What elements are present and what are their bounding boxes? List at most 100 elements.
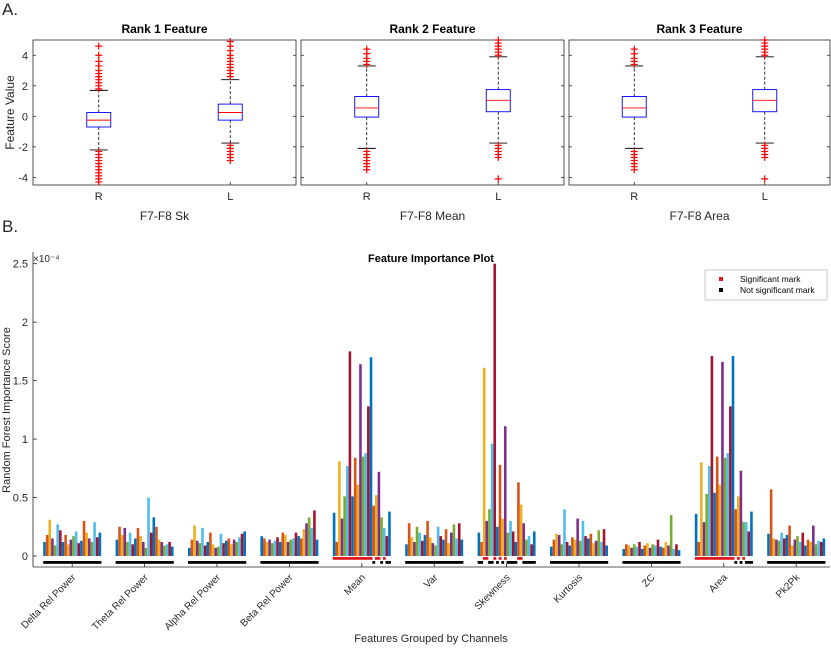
bar [123,527,127,556]
bar [452,524,456,556]
bar [203,545,207,556]
bar [413,541,416,556]
plot-frame [300,39,565,186]
bar [59,530,62,556]
bar [734,509,737,556]
significant-mark [702,557,706,560]
not-significant-mark [530,561,534,564]
not-significant-mark [801,561,805,564]
not-significant-mark [605,561,609,564]
bar [584,536,587,556]
bar [796,536,799,556]
bar [661,547,665,556]
not-significant-mark [796,561,800,564]
bar [198,543,202,556]
bar [560,544,564,556]
not-significant-mark [457,561,461,564]
x-tick-label: L [495,191,501,203]
not-significant-mark [434,561,438,564]
bar [723,457,727,556]
y-axis-label: Feature Value [3,75,17,150]
legend-label: Not significant mark [740,285,815,295]
bar [814,544,818,556]
x-tick-label: Mean [342,572,367,597]
not-significant-mark [654,561,657,564]
x-axis-label: F7-F8 Sk [140,209,190,223]
bar [522,523,526,556]
not-significant-mark [501,561,505,564]
y-tick-label: 2 [22,317,28,329]
bar [442,539,445,556]
bar [270,543,274,556]
bar [170,546,174,556]
not-significant-mark [573,561,577,564]
bar [571,537,574,556]
not-significant-mark [651,561,655,564]
x-tick-label: Theta Rel Power [90,572,151,633]
bar [310,527,314,556]
significant-mark [713,557,717,560]
not-significant-mark [165,561,169,564]
bar [382,527,386,556]
not-significant-mark [268,561,272,564]
significant-mark [726,557,730,560]
x-tick-label: Area [707,572,730,595]
y-tick-label: -4 [18,172,28,184]
not-significant-mark [201,561,205,564]
not-significant-mark [90,561,94,564]
bar [43,541,46,556]
bar [798,541,802,556]
bar [450,532,453,556]
outlier-marker [226,38,234,46]
not-significant-mark [265,561,269,564]
not-significant-mark [480,561,484,564]
bar [785,534,789,556]
not-significant-mark [592,561,596,564]
bar [777,540,781,556]
not-significant-mark [822,561,826,564]
not-significant-mark [431,561,435,564]
bar [377,471,381,556]
not-significant-mark [69,561,73,564]
not-significant-mark [413,561,416,564]
y-tick-label: 0 [22,111,28,123]
bar [69,539,73,556]
bar [643,545,647,556]
bar [380,517,383,556]
bar [163,545,166,556]
bar [793,539,797,556]
bar [224,540,228,556]
not-significant-mark [53,561,57,564]
not-significant-mark [565,561,569,564]
bar [340,518,344,556]
bar [517,482,520,556]
not-significant-mark [238,561,241,564]
bar [656,539,660,556]
bar [431,543,435,556]
bar [790,545,794,556]
chart-title: Feature Importance Plot [368,253,494,265]
significant-mark [367,557,370,560]
bar [120,534,124,556]
not-significant-mark [131,561,135,564]
outlier-marker [630,45,638,53]
not-significant-mark [299,561,303,564]
y-axis-label: Random Forest Importance Score [1,327,13,493]
not-significant-mark [163,561,166,564]
bar [822,538,826,556]
not-significant-mark [734,561,738,564]
not-significant-mark [43,561,47,564]
bar [659,546,662,556]
outlier-marker [630,166,638,174]
not-significant-mark [297,561,301,564]
not-significant-mark [638,561,642,564]
bar [168,541,171,556]
bar [530,544,533,556]
not-significant-mark [812,561,815,564]
bar [488,509,491,556]
not-significant-mark [88,561,91,564]
bar [460,539,464,556]
bar [498,464,502,556]
bar [343,496,346,556]
